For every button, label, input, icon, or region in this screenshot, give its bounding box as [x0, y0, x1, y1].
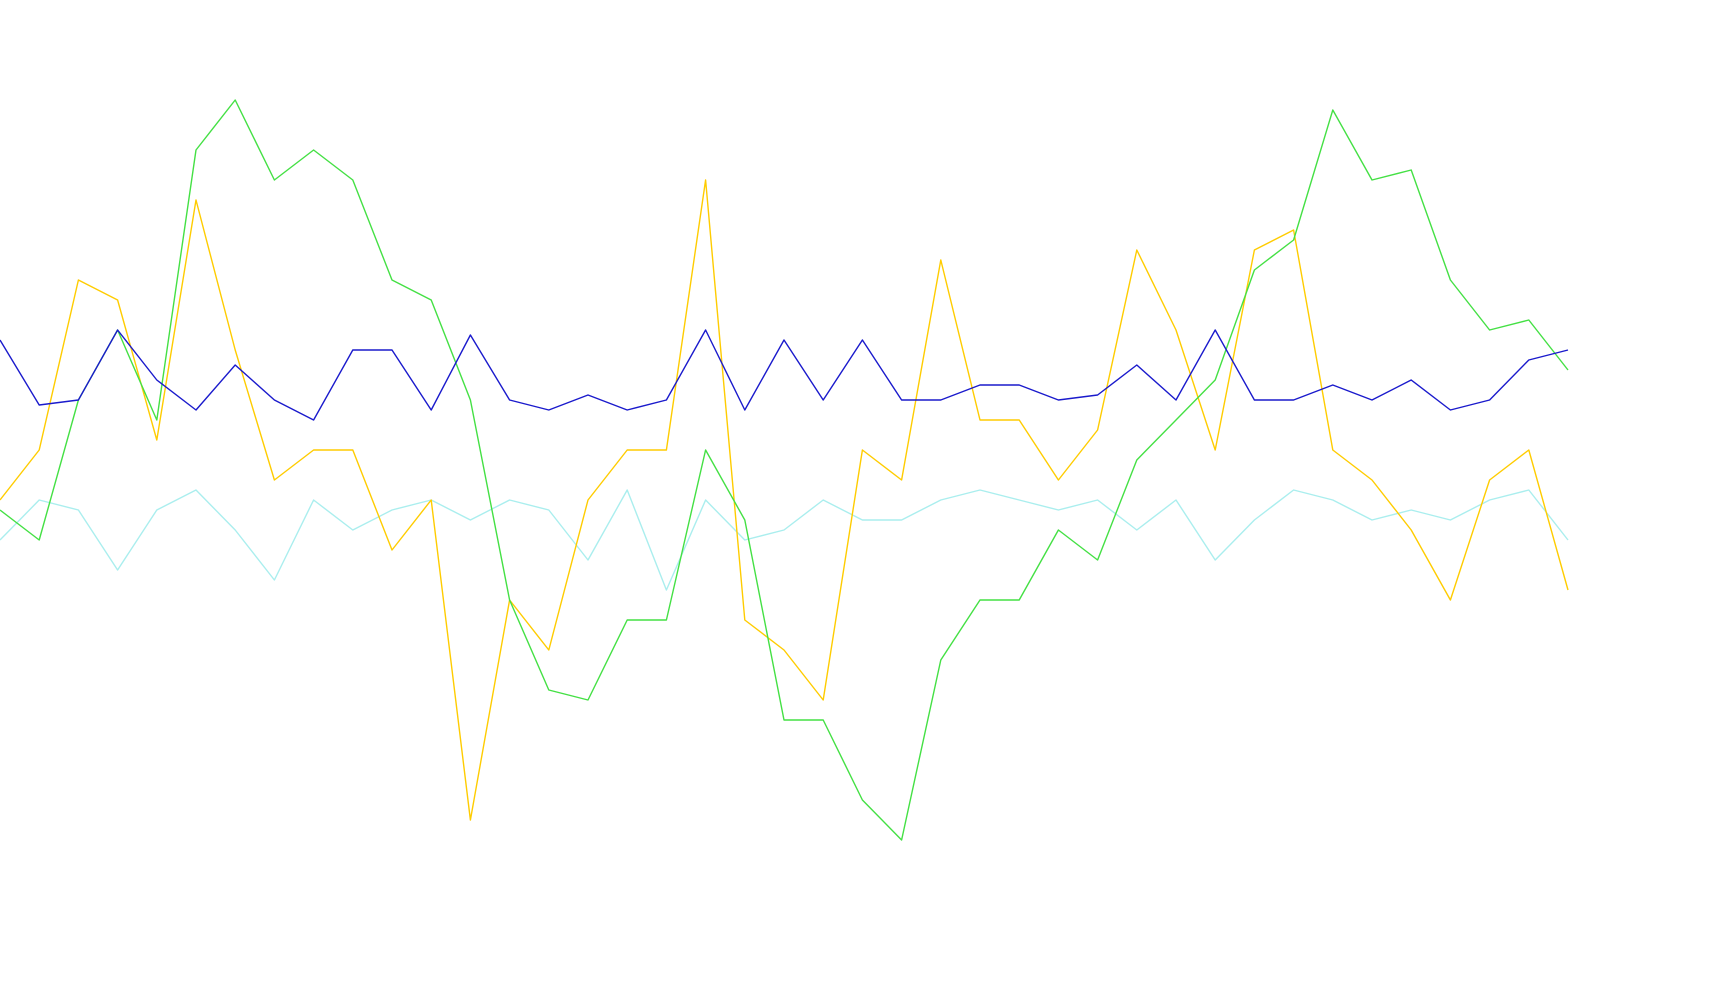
series-line	[0, 489, 1569, 591]
series-line	[0, 179, 1569, 821]
series-line	[0, 329, 1569, 421]
series-line	[0, 99, 1569, 841]
